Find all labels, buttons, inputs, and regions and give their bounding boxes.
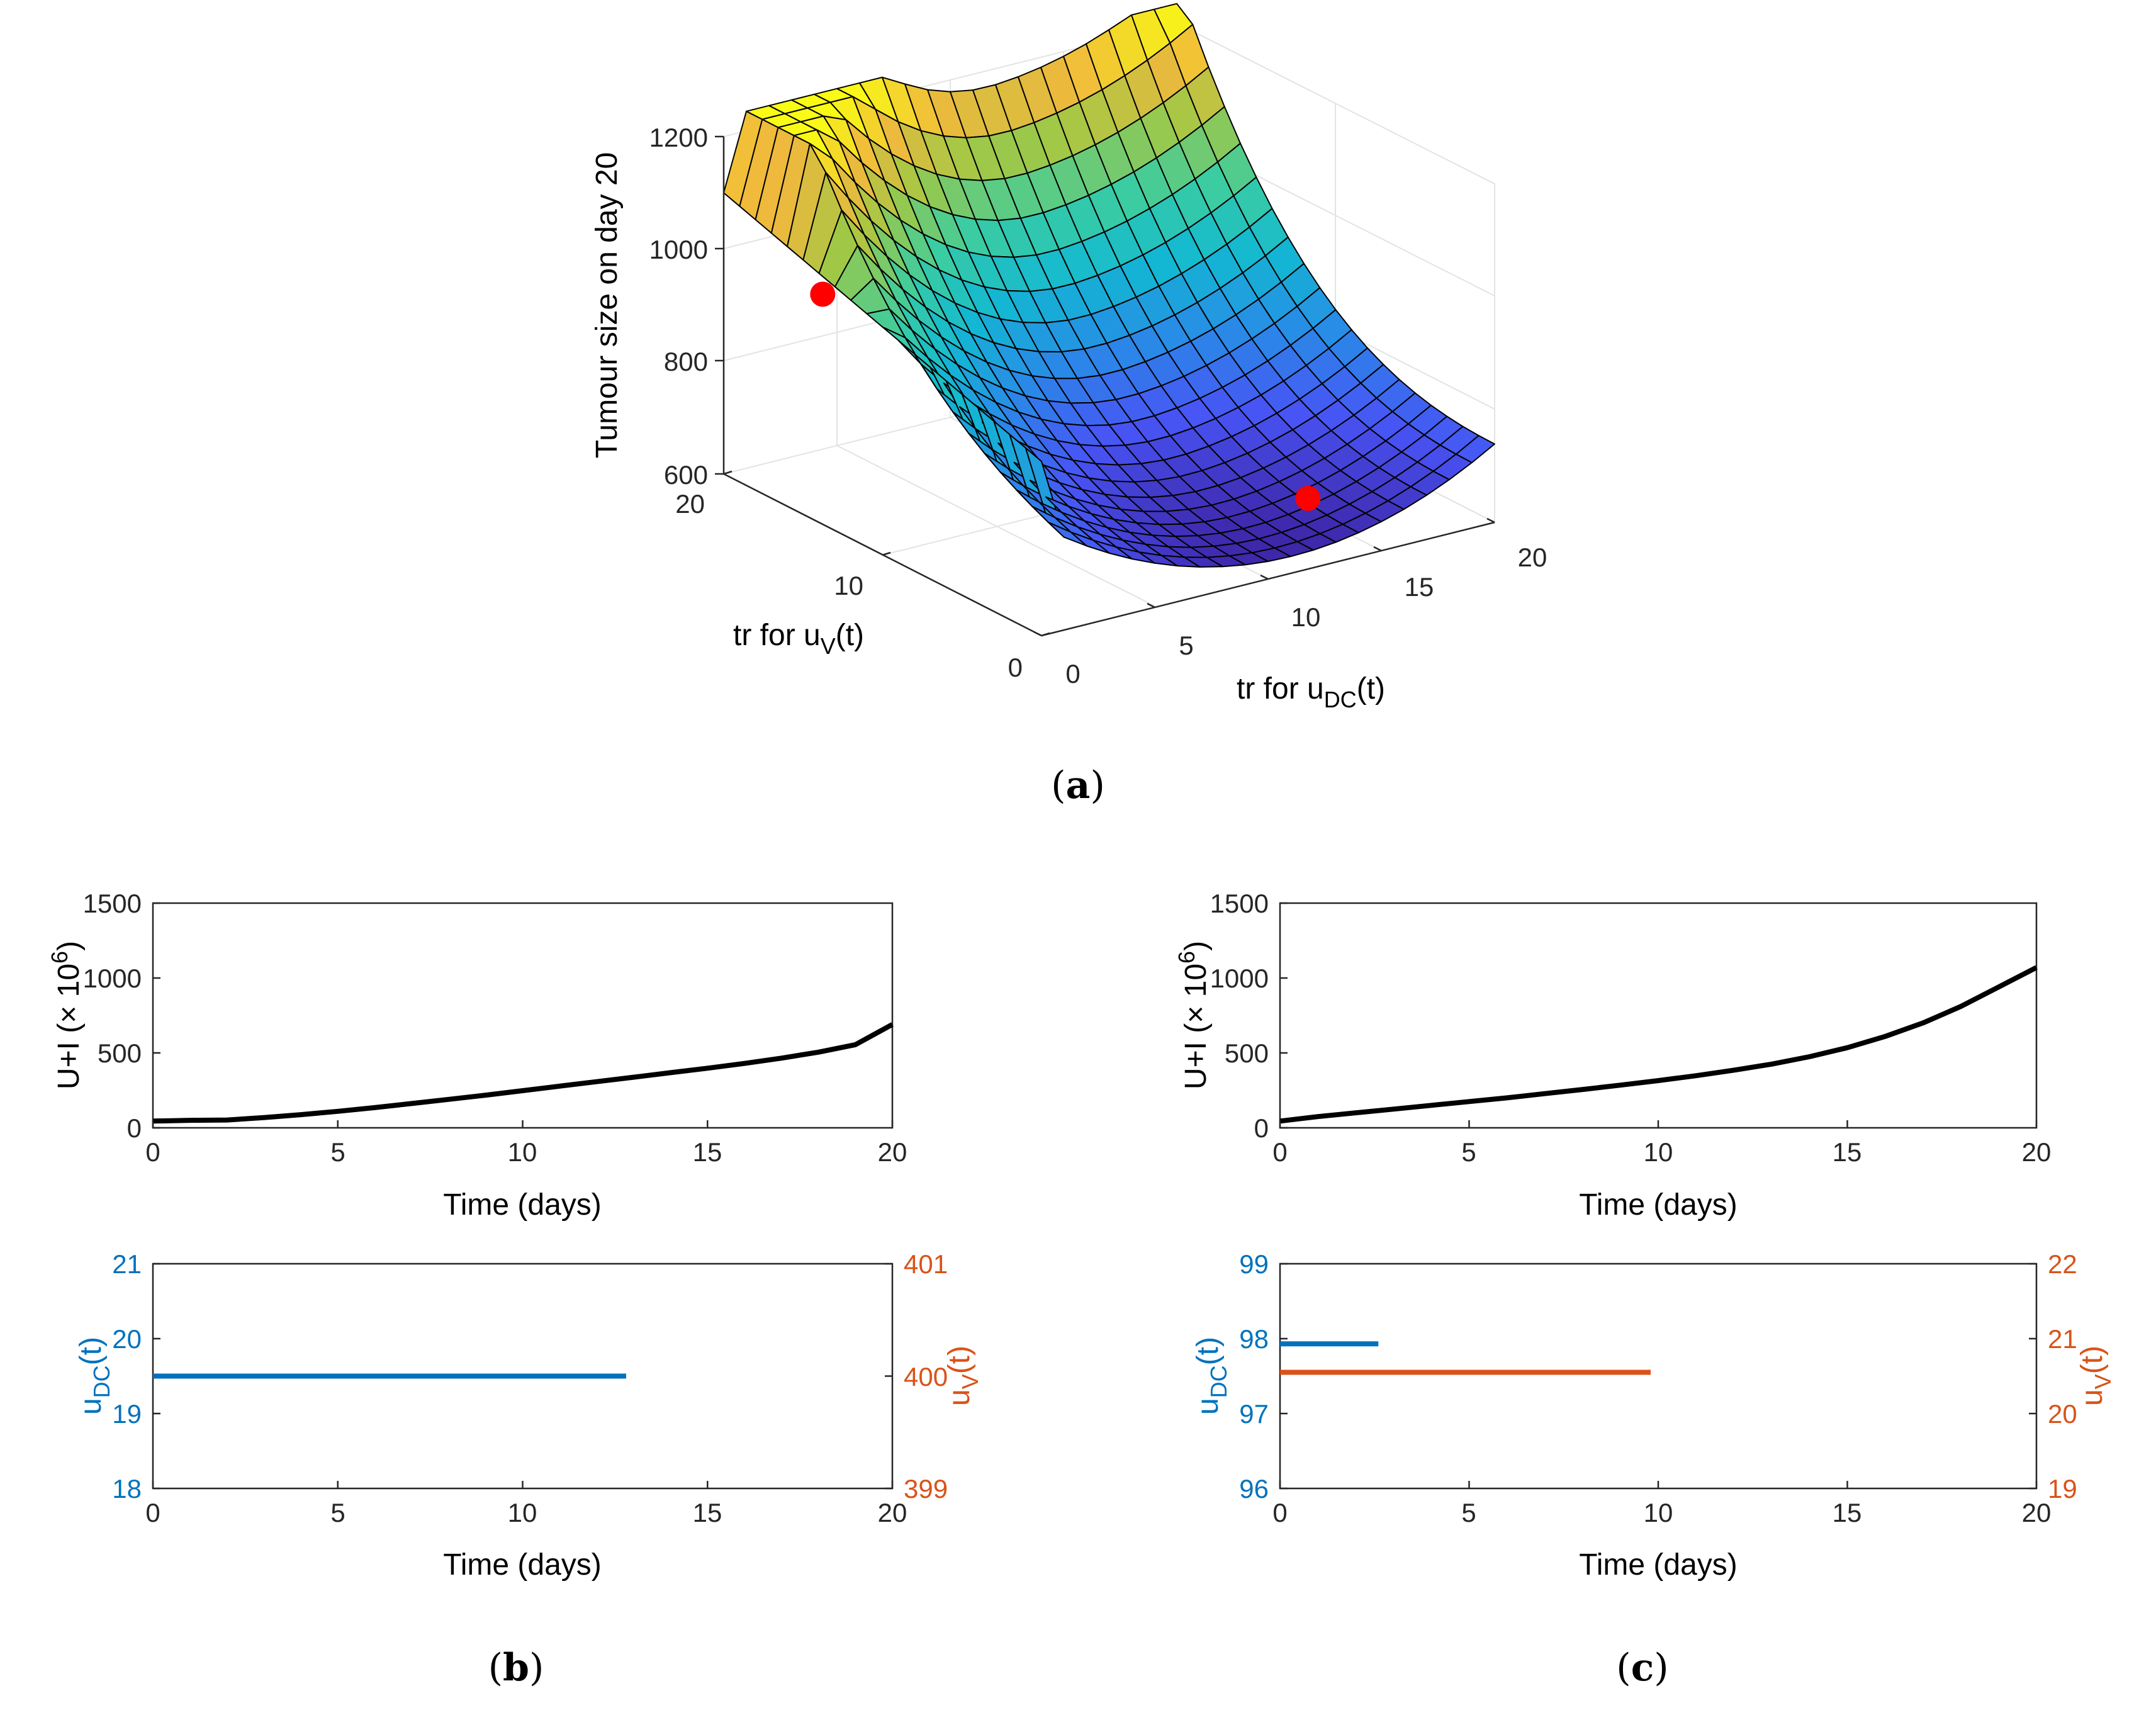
y-axis: 20 10 0 tr for uV(t) <box>675 470 1050 682</box>
y-tick-label: 0 <box>127 1113 142 1143</box>
z-tick-label: 800 <box>664 347 708 376</box>
x-tick-label: 5 <box>330 1498 345 1527</box>
x-tick-label: 0 <box>1065 659 1080 689</box>
y-tick-label: 500 <box>98 1038 142 1068</box>
x-tick-label: 0 <box>145 1137 160 1167</box>
x-tick-label: 10 <box>1644 1498 1673 1527</box>
tick-marks <box>152 1262 894 1490</box>
y-right-tick-label: 399 <box>904 1474 948 1504</box>
y-tick-label: 20 <box>675 489 705 519</box>
series-line-tumour-c <box>1279 965 2038 1124</box>
x-tick-label: 10 <box>508 1137 537 1167</box>
tumour-size-plot-c: 0 500 1000 1500 0 5 10 15 20 Time (days)… <box>1174 889 2051 1222</box>
surface-plot-a: 1200 1000 800 600 Tumour size on day 20 … <box>590 3 1547 807</box>
y-right-tick-label: 401 <box>904 1249 948 1279</box>
y-left-tick-label: 98 <box>1239 1324 1269 1354</box>
y-tick-label: 0 <box>1254 1113 1269 1143</box>
z-tick-label: 1200 <box>649 123 708 152</box>
x-tick-label: 0 <box>1272 1498 1287 1527</box>
y-tick-label: 1500 <box>1210 889 1269 918</box>
y-right-tick-label: 20 <box>2048 1399 2077 1429</box>
y-tick-label: 0 <box>1008 653 1023 682</box>
x-tick-label: 0 <box>145 1498 160 1527</box>
dose-plot-c: 96 97 98 99 19 20 21 22 0 5 10 15 20 Tim… <box>1191 1249 2116 1582</box>
marker-point-1 <box>810 281 836 307</box>
y-left-tick-label: 21 <box>112 1249 142 1279</box>
x-tick-label: 0 <box>1272 1137 1287 1167</box>
y-right-tick-label: 21 <box>2048 1324 2077 1354</box>
x-tick-label: 20 <box>878 1137 907 1167</box>
x-tick-label: 20 <box>1518 543 1547 572</box>
caption-c: (c) <box>1616 1646 1668 1690</box>
series-line-tumour-b <box>152 1022 894 1124</box>
y-left-tick-label: 19 <box>112 1399 142 1429</box>
y-tick-label: 1500 <box>83 889 142 918</box>
y-left-tick-label: 97 <box>1239 1399 1269 1429</box>
x-axis: 0 5 10 15 20 tr for uDC(t) <box>1033 517 1547 712</box>
y-right-tick-label: 22 <box>2048 1249 2077 1279</box>
x-tick-label: 15 <box>693 1137 722 1167</box>
z-axis-label: Tumour size on day 20 <box>590 152 624 458</box>
x-tick-label: 15 <box>1833 1137 1862 1167</box>
x-axis-label: Time (days) <box>443 1188 602 1222</box>
y-right-tick-label: 400 <box>904 1362 948 1392</box>
y-left-axis-label: uDC(t) <box>74 1337 115 1415</box>
x-tick-label: 20 <box>2022 1498 2052 1527</box>
x-tick-label: 5 <box>1461 1498 1476 1527</box>
y-right-tick-label: 19 <box>2048 1474 2077 1504</box>
surface-patch <box>1455 435 1495 463</box>
y-tick-label: 1000 <box>1210 964 1269 993</box>
y-tick-label: 1000 <box>83 964 142 993</box>
y-left-tick-label: 20 <box>112 1324 142 1354</box>
y-right-axis-label: uV(t) <box>943 1346 983 1406</box>
marker-point-2 <box>1295 485 1321 511</box>
y-left-axis-label: uDC(t) <box>1191 1337 1232 1415</box>
y-right-axis-label: uV(t) <box>2075 1346 2116 1406</box>
y-axis-label: tr for uV(t) <box>733 619 864 659</box>
tick-marks <box>152 902 894 1129</box>
caption-b: (b) <box>488 1646 544 1690</box>
x-tick-label: 5 <box>1179 631 1193 660</box>
surface-mesh <box>723 3 1495 568</box>
caption-a: (a) <box>1051 763 1105 807</box>
y-left-tick-label: 96 <box>1239 1474 1269 1504</box>
y-tick-label: 500 <box>1225 1038 1269 1068</box>
dose-plot-b: 18 19 20 21 399 400 401 0 5 10 15 20 Tim… <box>74 1249 983 1582</box>
y-tick-label: 10 <box>834 571 863 600</box>
x-axis-label: Time (days) <box>1579 1548 1738 1582</box>
y-axis-label: U+I (× 106) <box>47 941 86 1089</box>
x-axis-label: tr for uDC(t) <box>1237 672 1385 712</box>
x-tick-label: 10 <box>1644 1137 1673 1167</box>
z-tick-label: 1000 <box>649 235 708 264</box>
y-axis-label: U+I (× 106) <box>1174 941 1213 1089</box>
x-tick-label: 15 <box>693 1498 722 1527</box>
z-tick-label: 600 <box>664 460 708 490</box>
tick-marks <box>1279 902 2038 1129</box>
tumour-size-plot-b: 0 500 1000 1500 0 5 10 15 20 Time (days)… <box>47 889 907 1222</box>
x-tick-label: 15 <box>1833 1498 1862 1527</box>
tick-marks <box>1279 1262 2038 1490</box>
x-tick-label: 5 <box>330 1137 345 1167</box>
x-tick-label: 20 <box>878 1498 907 1527</box>
x-tick-label: 10 <box>1291 602 1321 632</box>
x-axis-label: Time (days) <box>443 1548 602 1582</box>
y-left-tick-label: 99 <box>1239 1249 1269 1279</box>
x-tick-label: 15 <box>1405 572 1434 602</box>
z-axis: 1200 1000 800 600 Tumour size on day 20 <box>590 123 725 490</box>
optimum-markers <box>810 281 1321 511</box>
y-left-tick-label: 18 <box>112 1474 142 1504</box>
x-tick-label: 10 <box>508 1498 537 1527</box>
x-tick-label: 20 <box>2022 1137 2052 1167</box>
x-axis-label: Time (days) <box>1579 1188 1738 1222</box>
x-tick-label: 5 <box>1461 1137 1476 1167</box>
